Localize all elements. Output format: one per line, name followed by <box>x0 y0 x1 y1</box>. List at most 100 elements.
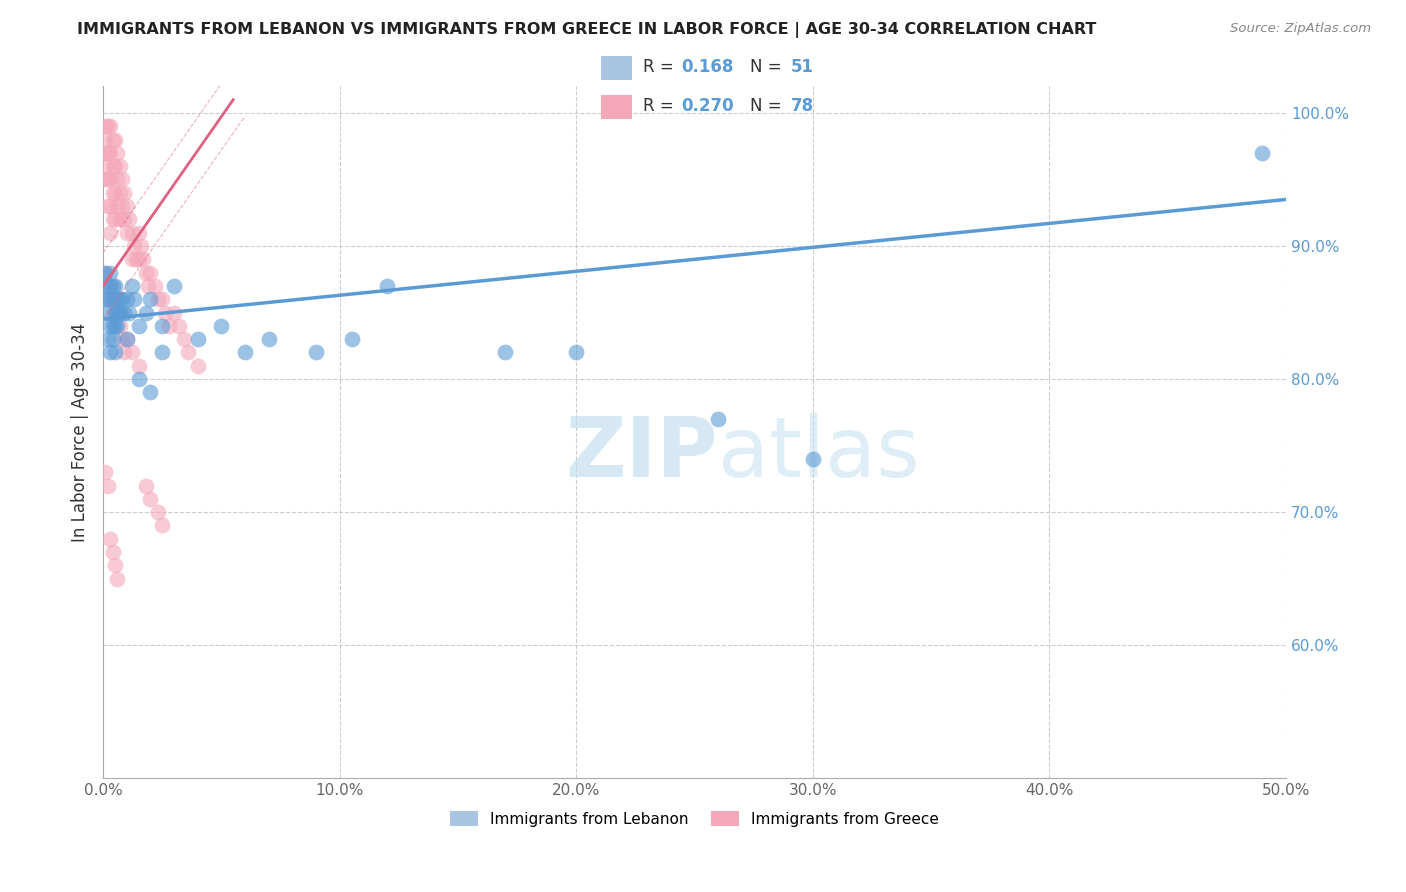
Point <box>105 172 128 186</box>
Point <box>128 252 150 267</box>
Point <box>132 252 155 267</box>
Point <box>108 318 131 333</box>
Point <box>128 226 150 240</box>
Point <box>94 159 117 173</box>
Text: R =: R = <box>643 97 679 115</box>
Point <box>121 252 143 267</box>
Point <box>108 305 131 319</box>
Point <box>115 199 138 213</box>
Point <box>128 359 150 373</box>
Point <box>112 186 135 200</box>
Point <box>108 186 131 200</box>
Point <box>121 345 143 359</box>
Point <box>150 318 173 333</box>
Text: atlas: atlas <box>718 412 920 493</box>
Point <box>233 345 256 359</box>
Point <box>101 279 124 293</box>
Point <box>98 266 121 280</box>
Point <box>104 345 127 359</box>
Point <box>122 239 145 253</box>
Point <box>101 332 124 346</box>
Point <box>163 305 186 319</box>
Point <box>146 292 169 306</box>
Point <box>98 226 121 240</box>
Point <box>177 345 200 359</box>
Point <box>97 332 120 346</box>
Point <box>104 305 127 319</box>
Text: 0.270: 0.270 <box>681 97 734 115</box>
Point <box>104 279 127 293</box>
Point <box>105 305 128 319</box>
Point <box>257 332 280 346</box>
Point <box>104 212 127 227</box>
Point <box>150 345 173 359</box>
Point <box>98 120 121 134</box>
Point <box>97 292 120 306</box>
Point <box>105 305 128 319</box>
Point <box>101 292 124 306</box>
Y-axis label: In Labor Force | Age 30-34: In Labor Force | Age 30-34 <box>72 323 89 542</box>
Point <box>104 558 127 573</box>
Point <box>98 345 121 359</box>
Point <box>101 545 124 559</box>
Point <box>707 412 730 426</box>
Point <box>97 120 120 134</box>
Text: Source: ZipAtlas.com: Source: ZipAtlas.com <box>1230 22 1371 36</box>
Point <box>98 172 121 186</box>
Point <box>139 385 162 400</box>
Text: 78: 78 <box>790 97 814 115</box>
Point <box>125 252 148 267</box>
Point <box>104 186 127 200</box>
Point <box>105 292 128 306</box>
Point <box>97 145 120 160</box>
Point <box>108 292 131 306</box>
Point <box>105 318 128 333</box>
Point <box>150 518 173 533</box>
Point <box>98 279 121 293</box>
Point <box>94 279 117 293</box>
Point <box>121 226 143 240</box>
Point <box>104 132 127 146</box>
Point <box>98 145 121 160</box>
Text: 0.168: 0.168 <box>681 59 734 77</box>
Point <box>494 345 516 359</box>
Point <box>305 345 328 359</box>
Point <box>111 172 134 186</box>
Point <box>112 212 135 227</box>
Point <box>94 132 117 146</box>
Point <box>108 305 131 319</box>
Point <box>98 199 121 213</box>
Point <box>111 292 134 306</box>
Point <box>128 318 150 333</box>
Point <box>118 212 141 227</box>
Point <box>118 305 141 319</box>
Point <box>167 318 190 333</box>
Point <box>340 332 363 346</box>
Point <box>97 199 120 213</box>
Point <box>115 226 138 240</box>
Point <box>108 159 131 173</box>
Point <box>101 305 124 319</box>
Point <box>115 332 138 346</box>
Point <box>105 572 128 586</box>
Point <box>115 292 138 306</box>
Point <box>122 292 145 306</box>
Point <box>565 345 588 359</box>
Point <box>98 318 121 333</box>
Point <box>94 292 117 306</box>
Point <box>97 478 120 492</box>
Point <box>94 266 117 280</box>
Point <box>173 332 195 346</box>
Point <box>209 318 232 333</box>
Point <box>104 292 127 306</box>
Point <box>135 305 157 319</box>
Point <box>187 359 209 373</box>
Point <box>101 132 124 146</box>
Text: ZIP: ZIP <box>565 412 718 493</box>
Point <box>97 172 120 186</box>
Point <box>128 372 150 386</box>
Legend: Immigrants from Lebanon, Immigrants from Greece: Immigrants from Lebanon, Immigrants from… <box>444 805 945 833</box>
Text: R =: R = <box>643 59 679 77</box>
Point <box>97 292 120 306</box>
Point <box>101 159 124 173</box>
